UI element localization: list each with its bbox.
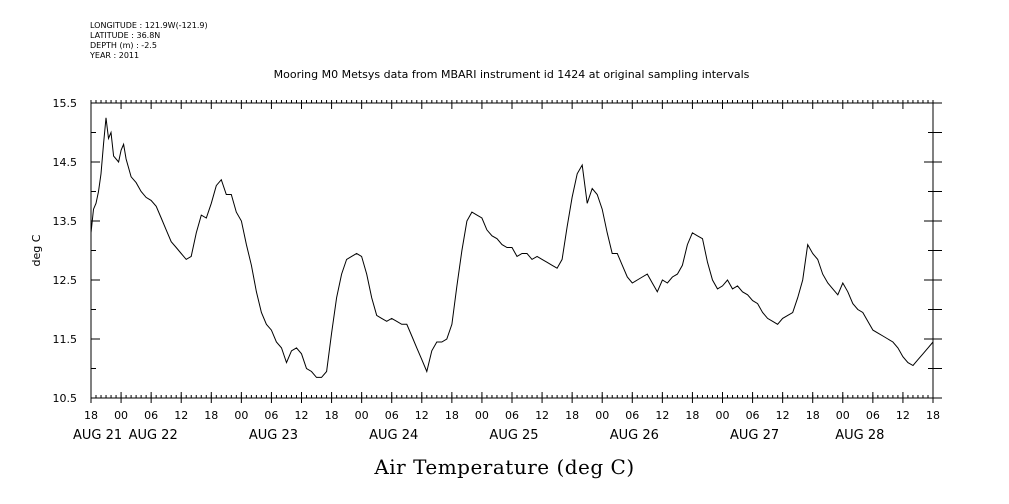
- x-tick-label: 06: [625, 409, 639, 422]
- year-text: YEAR : 2011: [90, 51, 140, 60]
- x-tick-label: 18: [685, 409, 699, 422]
- x-date-label: AUG 22: [129, 428, 178, 443]
- x-date-label: AUG 28: [835, 428, 884, 443]
- x-date-label: AUG 26: [610, 428, 659, 443]
- mooring-metadata: LONGITUDE : 121.9W(-121.9) LATITUDE : 36…: [90, 21, 208, 61]
- x-tick-label: 18: [204, 409, 218, 422]
- x-tick-label: 00: [716, 409, 730, 422]
- y-tick-label: 11.5: [53, 333, 78, 346]
- air-temperature-line: [90, 117, 934, 378]
- x-tick-label: 06: [144, 409, 158, 422]
- x-tick-label: 12: [776, 409, 790, 422]
- depth-text: DEPTH (m) : -2.5: [90, 41, 157, 50]
- x-date-label: AUG 23: [249, 428, 298, 443]
- x-tick-label: 00: [836, 409, 850, 422]
- longitude-text: LONGITUDE : 121.9W(-121.9): [90, 21, 208, 30]
- x-tick-label: 18: [806, 409, 820, 422]
- y-axis-title: deg C: [30, 234, 43, 266]
- latitude-text: LATITUDE : 36.8N: [90, 31, 161, 40]
- chart-title: Mooring M0 Metsys data from MBARI instru…: [273, 68, 750, 81]
- x-tick-label: 12: [295, 409, 309, 422]
- x-tick-label: 00: [475, 409, 489, 422]
- x-tick-label: 12: [415, 409, 429, 422]
- x-date-label: AUG 27: [730, 428, 779, 443]
- x-tick-label: 18: [84, 409, 98, 422]
- y-tick-label: 14.5: [53, 156, 78, 169]
- x-tick-label: 00: [355, 409, 369, 422]
- x-tick-label: 12: [535, 409, 549, 422]
- y-tick-label: 13.5: [53, 215, 78, 228]
- x-tick-label: 18: [926, 409, 940, 422]
- x-tick-label: 00: [114, 409, 128, 422]
- y-tick-label: 12.5: [53, 274, 78, 287]
- x-date-label: AUG 21: [73, 428, 122, 443]
- x-tick-label: 00: [234, 409, 248, 422]
- x-tick-label: 06: [866, 409, 880, 422]
- y-tick-label: 10.5: [53, 392, 78, 405]
- x-tick-label: 12: [896, 409, 910, 422]
- x-date-label: AUG 24: [369, 428, 418, 443]
- x-tick-label: 12: [655, 409, 669, 422]
- x-axis-title: Air Temperature (deg C): [374, 455, 635, 479]
- x-date-label: AUG 25: [489, 428, 538, 443]
- x-tick-label: 18: [445, 409, 459, 422]
- x-tick-label: 06: [746, 409, 760, 422]
- y-tick-label: 15.5: [53, 97, 78, 110]
- x-tick-label: 12: [174, 409, 188, 422]
- x-tick-label: 18: [565, 409, 579, 422]
- x-tick-label: 00: [595, 409, 609, 422]
- x-tick-label: 06: [264, 409, 278, 422]
- x-tick-label: 06: [385, 409, 399, 422]
- x-tick-label: 06: [505, 409, 519, 422]
- x-tick-label: 18: [325, 409, 339, 422]
